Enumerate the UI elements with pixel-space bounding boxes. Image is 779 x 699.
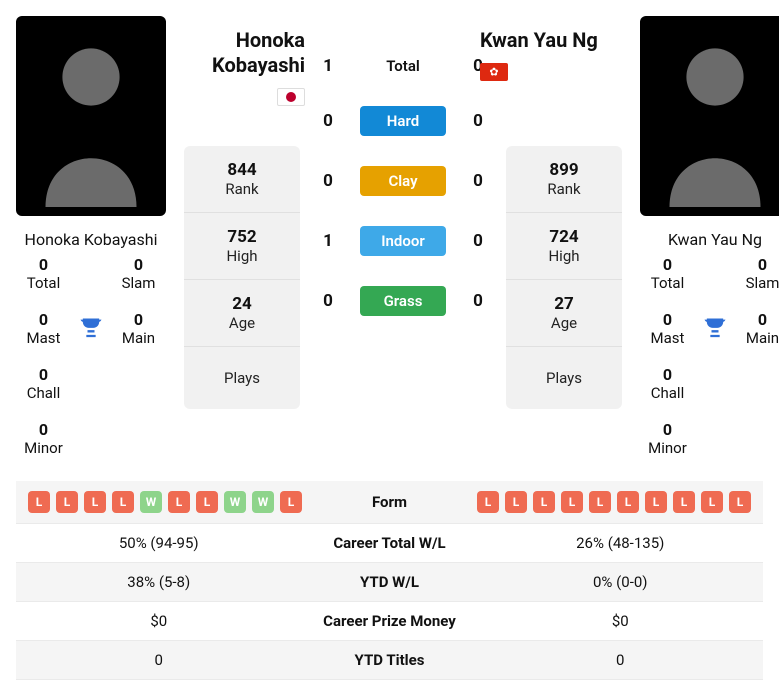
surface-grass[interactable]: Grass: [360, 286, 446, 316]
trophy-icon: [71, 255, 111, 402]
form-badge: W: [252, 491, 274, 513]
form-badge: L: [168, 491, 190, 513]
label-minor: Minor: [16, 439, 71, 457]
form-badge: L: [561, 491, 583, 513]
row-label-form: Form: [302, 493, 477, 511]
player2-form: LLLLLLLLLL: [477, 491, 751, 513]
surface-hard[interactable]: Hard: [360, 106, 446, 136]
label-slam: Slam: [111, 274, 166, 292]
h2h-surfaces: 1Total0 0Hard0 0Clay0 1Indoor0 0Grass0: [318, 16, 488, 316]
form-badge: L: [28, 491, 50, 513]
h2h-total-label: Total: [360, 57, 446, 75]
player1-name: HonokaKobayashi: [195, 28, 305, 78]
player1-flag-icon: [277, 88, 305, 106]
p1-ytd-wl: 38% (5-8): [28, 573, 290, 591]
player1-photo: [16, 16, 166, 216]
form-badge: W: [224, 491, 246, 513]
p1-titles-slam: 0: [111, 255, 166, 274]
p2-titles-chall: 0: [640, 365, 695, 384]
form-badge: L: [56, 491, 78, 513]
surface-clay[interactable]: Clay: [360, 166, 446, 196]
p1-titles-main: 0: [111, 310, 166, 329]
row-label-ytd-wl: YTD W/L: [290, 573, 490, 591]
form-badge: L: [673, 491, 695, 513]
p2-career-wl: 26% (48-135): [490, 534, 752, 552]
player1-stats: 844Rank 752High 24Age Plays: [184, 146, 300, 409]
p2-titles-mast: 0: [640, 310, 695, 329]
row-label-ytd-titles: YTD Titles: [290, 651, 490, 669]
form-badge: L: [729, 491, 751, 513]
p1-titles-chall: 0: [16, 365, 71, 384]
p1-career-wl: 50% (94-95): [28, 534, 290, 552]
form-badge: L: [505, 491, 527, 513]
label-mast: Mast: [16, 329, 71, 347]
p1-titles-minor: 0: [16, 420, 71, 439]
form-badge: L: [196, 491, 218, 513]
player2-stats: 899Rank 724High 27Age Plays: [506, 146, 622, 409]
p2-prize: $0: [490, 612, 752, 630]
trophy-icon: [695, 255, 735, 402]
form-badge: L: [112, 491, 134, 513]
p1-titles-total: 0: [16, 255, 71, 274]
p2-titles-total: 0: [640, 255, 695, 274]
p2-titles-main: 0: [735, 310, 779, 329]
row-label-career-wl: Career Total W/L: [290, 534, 490, 552]
p2-titles-minor: 0: [640, 420, 695, 439]
comparison-table: LLLLWLLWWL Form LLLLLLLLLL 50% (94-95) C…: [16, 481, 763, 680]
form-badge: L: [477, 491, 499, 513]
p1-ytd-titles: 0: [28, 651, 290, 669]
form-badge: L: [589, 491, 611, 513]
player1-form: LLLLWLLWWL: [28, 491, 302, 513]
form-badge: L: [280, 491, 302, 513]
row-label-prize: Career Prize Money: [290, 612, 490, 630]
p1-titles-mast: 0: [16, 310, 71, 329]
form-badge: L: [645, 491, 667, 513]
form-badge: L: [533, 491, 555, 513]
label-main: Main: [111, 329, 166, 347]
player2-name-caption: Kwan Yau Ng: [640, 216, 779, 255]
player2-photo: [640, 16, 779, 216]
p2-ytd-wl: 0% (0-0): [490, 573, 752, 591]
surface-indoor[interactable]: Indoor: [360, 226, 446, 256]
player2-name: Kwan Yau Ng: [480, 28, 610, 53]
p2-ytd-titles: 0: [490, 651, 752, 669]
form-badge: W: [140, 491, 162, 513]
form-badge: L: [84, 491, 106, 513]
label-chall: Chall: [16, 384, 71, 402]
player1-name-caption: Honoka Kobayashi: [16, 216, 166, 255]
p1-prize: $0: [28, 612, 290, 630]
player2-flag-icon: [480, 63, 508, 81]
form-badge: L: [617, 491, 639, 513]
p2-titles-slam: 0: [735, 255, 779, 274]
label-total: Total: [16, 274, 71, 292]
form-badge: L: [701, 491, 723, 513]
